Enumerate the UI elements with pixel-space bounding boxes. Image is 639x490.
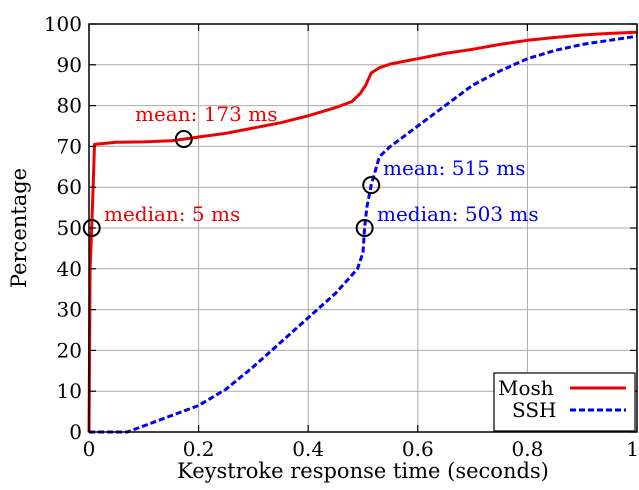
marker-circle-ssh xyxy=(362,176,381,195)
grid xyxy=(89,24,637,432)
marker-circle-mosh xyxy=(82,219,101,237)
x-axis-label: Keystroke response time (seconds) xyxy=(177,459,549,483)
y-tick-label: 20 xyxy=(57,338,82,362)
legend-label-mosh: Mosh xyxy=(498,376,554,400)
y-tick-label: 10 xyxy=(57,379,82,403)
marker-circle-ssh xyxy=(355,219,374,237)
annotation-mosh-median: median: 5 ms xyxy=(104,202,240,226)
y-tick-label: 90 xyxy=(57,53,82,77)
legend-label-ssh: SSH xyxy=(512,398,557,422)
y-tick-label: 30 xyxy=(57,298,82,322)
y-tick-label: 70 xyxy=(57,134,82,158)
x-tick-label: 0.4 xyxy=(292,437,324,461)
series-line-mosh xyxy=(87,30,638,433)
tick-marks xyxy=(88,23,638,433)
annotation-ssh-mean: mean: 515 ms xyxy=(383,156,525,180)
marker-circle-mosh xyxy=(174,130,193,149)
x-tick-labels: 0 0.2 0.4 0.6 0.8 1 xyxy=(83,437,639,461)
annotation-ssh-median: median: 503 ms xyxy=(377,202,539,226)
y-tick-label: 80 xyxy=(57,94,82,118)
y-tick-labels: 0 10 20 30 40 50 60 70 80 90 100 xyxy=(44,12,82,444)
x-tick-label: 0.2 xyxy=(183,437,215,461)
legend-box xyxy=(493,372,636,432)
y-tick-label: 0 xyxy=(69,420,82,444)
x-tick-label: 0.8 xyxy=(511,437,543,461)
series-line-ssh xyxy=(89,34,638,434)
annotation-mosh-mean: mean: 173 ms xyxy=(135,102,277,126)
x-tick-label: 0 xyxy=(83,437,96,461)
y-tick-label: 50 xyxy=(57,216,82,240)
y-tick-label: 100 xyxy=(44,12,82,36)
y-tick-label: 40 xyxy=(57,257,82,281)
y-tick-label: 60 xyxy=(57,175,82,199)
markers xyxy=(82,130,381,237)
series-lines xyxy=(87,30,638,434)
x-tick-label: 1 xyxy=(626,437,639,461)
y-axis-label: Percentage xyxy=(7,168,31,288)
x-tick-label: 0.6 xyxy=(402,437,434,461)
legend: Mosh SSH xyxy=(493,372,636,432)
